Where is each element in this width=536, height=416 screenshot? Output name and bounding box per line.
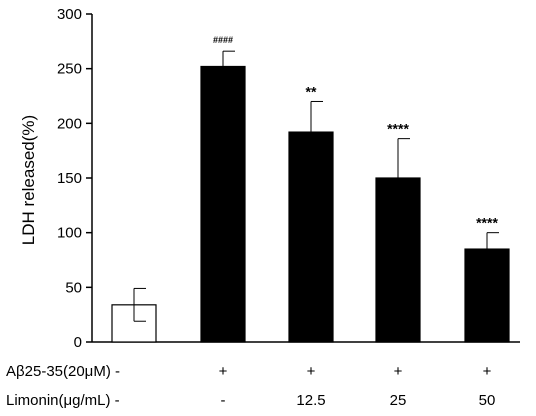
- bars: ####**********: [111, 35, 510, 343]
- y-ticks: 0 50 100 150 200 250 300: [57, 6, 92, 351]
- y-tick-label-100: 100: [57, 225, 82, 242]
- significance-label-3: **: [306, 83, 317, 99]
- bar-2: [200, 65, 246, 343]
- y-axis-title: LDH released(%): [19, 115, 38, 245]
- y-tick-label-200: 200: [57, 115, 82, 132]
- condition-2-value-1: -: [221, 392, 226, 409]
- y-tick-label-0: 0: [74, 334, 82, 351]
- y-axis-group: 0 50 100 150 200 250 300: [57, 6, 93, 351]
- bar-group-4: ****: [375, 121, 421, 343]
- significance-label-4: ****: [387, 121, 409, 137]
- y-tick-label-50: 50: [65, 279, 82, 296]
- condition-1-value-3: +: [394, 363, 403, 380]
- condition-1-value-4: +: [483, 363, 492, 380]
- condition-2-value-4: 50: [479, 392, 496, 409]
- condition-label-1: Aβ25-35(20μM) -: [6, 363, 120, 380]
- y-tick-label-250: 250: [57, 61, 82, 78]
- treatment-conditions: Aβ25-35(20μM) - + + + + Limonin(μg/mL) - - 12.5…: [6, 363, 495, 409]
- significance-label-2: ####: [213, 35, 233, 45]
- condition-1-value-2: +: [307, 363, 316, 380]
- y-tick-label-150: 150: [57, 170, 82, 187]
- bar-5: [464, 248, 510, 343]
- bar-group-3: **: [288, 83, 334, 343]
- condition-2-value-3: 25: [390, 392, 407, 409]
- bar-group-1: [111, 287, 157, 343]
- y-tick-label-300: 300: [57, 6, 82, 23]
- condition-1-value-1: +: [219, 363, 228, 380]
- bar-3: [288, 131, 334, 343]
- condition-label-2: Limonin(μg/mL) -: [6, 392, 120, 409]
- significance-label-5: ****: [476, 215, 498, 231]
- bar-group-2: ####: [200, 35, 246, 343]
- bar-4: [375, 177, 421, 343]
- bar-group-5: ****: [464, 215, 510, 343]
- condition-2-value-2: 12.5: [296, 392, 325, 409]
